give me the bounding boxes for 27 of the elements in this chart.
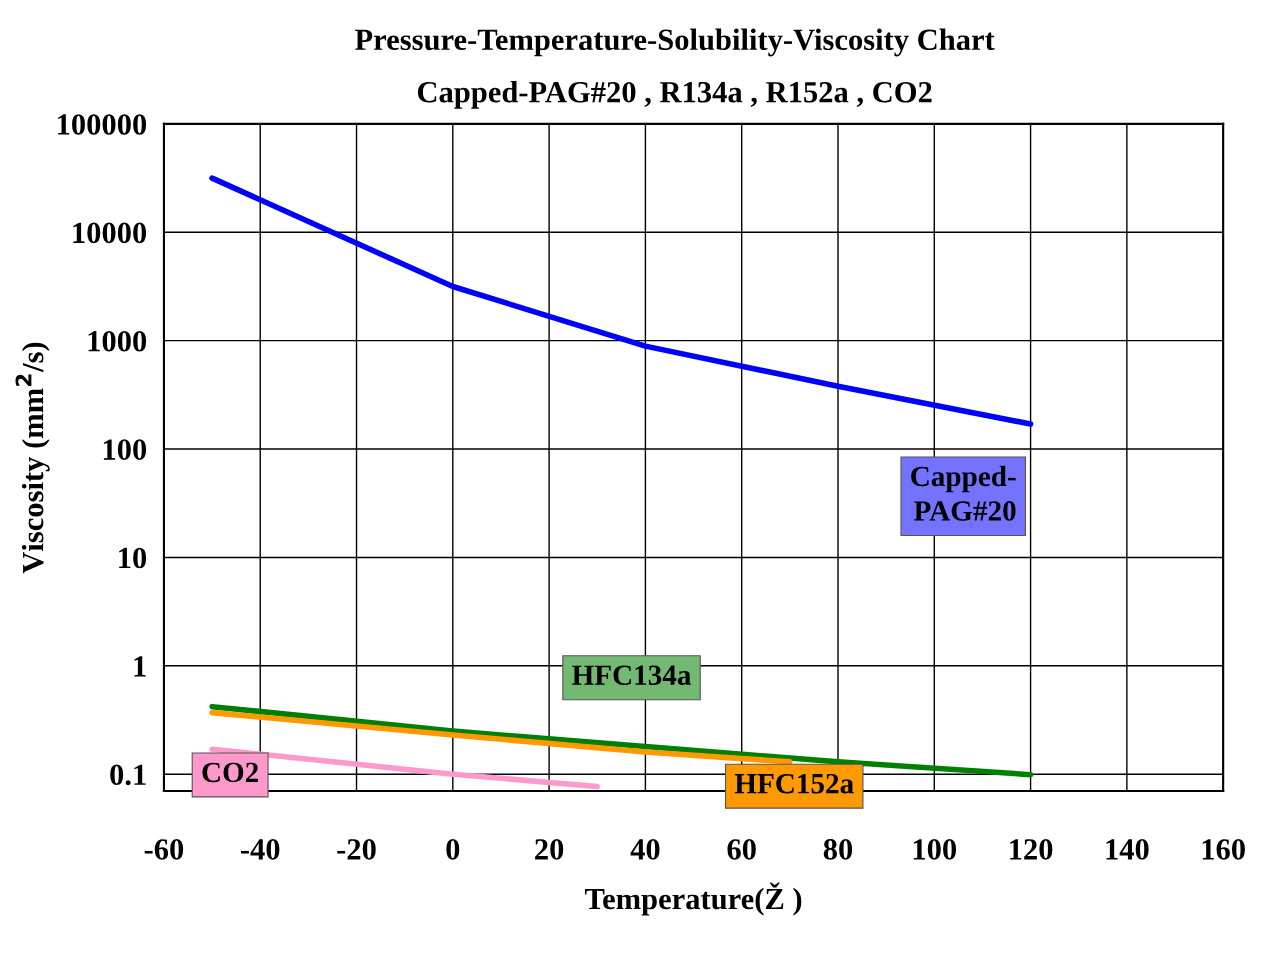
chart-subtitle: Capped-PAG#20 , R134a , R152a , CO2 xyxy=(417,81,932,109)
x-tick-label: 60 xyxy=(727,839,756,860)
y-axis-title: Viscosity (mm$^{2}$/s) xyxy=(15,342,50,574)
x-tick-label: 140 xyxy=(1106,839,1149,860)
y-tick-label: 100000 xyxy=(58,114,147,135)
series-label: CO2 xyxy=(202,762,259,783)
x-tick-label: 40 xyxy=(630,839,660,860)
y-tick-label: 1000 xyxy=(88,330,147,352)
series-label: HFC152a xyxy=(734,773,854,794)
y-tick-label: 1 xyxy=(134,656,146,677)
y-tick-label: 10000 xyxy=(73,222,147,244)
series-label: HFC134a xyxy=(572,665,692,686)
x-tick-label: 160 xyxy=(1202,839,1245,860)
x-tick-label: -60 xyxy=(144,839,184,860)
x-tick-label: 0 xyxy=(446,839,460,860)
y-tick-label: 0.1 xyxy=(110,764,146,786)
x-tick-label: -20 xyxy=(337,839,376,860)
x-tick-label: 20 xyxy=(535,839,564,860)
series-label: Capped- PAG#20 xyxy=(911,465,1016,521)
chart-title: Pressure-Temperature-Solubility-Viscosity Chart xyxy=(355,28,995,57)
y-tick-label: 100 xyxy=(103,439,147,460)
y-tick-label: 10 xyxy=(119,547,147,569)
x-tick-label: 120 xyxy=(1010,839,1053,860)
x-tick-label: -40 xyxy=(240,839,280,860)
x-axis-title: Temperature(Ž ) xyxy=(584,882,802,916)
x-tick-label: 100 xyxy=(913,839,957,860)
x-tick-label: 80 xyxy=(823,839,853,860)
